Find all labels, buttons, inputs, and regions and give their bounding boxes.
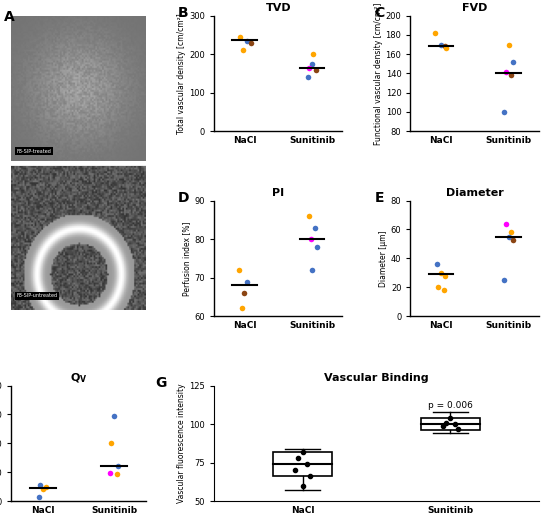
Point bbox=[239, 46, 248, 54]
Point bbox=[446, 414, 455, 422]
Point bbox=[305, 212, 314, 220]
Point bbox=[507, 71, 516, 79]
Point bbox=[36, 481, 45, 490]
Point bbox=[502, 67, 510, 76]
Point bbox=[453, 424, 462, 433]
Y-axis label: Diameter [μm]: Diameter [μm] bbox=[379, 230, 388, 287]
Point bbox=[439, 286, 448, 294]
Point bbox=[442, 44, 450, 53]
Point bbox=[310, 223, 319, 232]
Point bbox=[504, 232, 513, 241]
Point bbox=[504, 40, 513, 49]
Point bbox=[450, 420, 459, 428]
Text: p = 0.006: p = 0.006 bbox=[428, 401, 473, 410]
Point bbox=[500, 276, 509, 284]
Text: G: G bbox=[156, 376, 167, 390]
Point bbox=[508, 235, 517, 244]
Point bbox=[235, 33, 244, 41]
Point bbox=[432, 260, 441, 268]
Point bbox=[39, 484, 47, 493]
Point bbox=[243, 277, 251, 286]
Title: Vascular Binding: Vascular Binding bbox=[324, 373, 429, 383]
Point bbox=[114, 462, 123, 471]
Bar bbox=[421, 418, 480, 430]
Point bbox=[437, 269, 446, 277]
Text: F8-SIP-treated: F8-SIP-treated bbox=[16, 149, 51, 154]
Bar bbox=[273, 452, 332, 477]
Point bbox=[306, 235, 315, 243]
Point bbox=[442, 418, 450, 426]
Point bbox=[291, 466, 300, 474]
Y-axis label: Vascular fluorescence intensity: Vascular fluorescence intensity bbox=[178, 384, 186, 503]
Point bbox=[112, 470, 121, 479]
Title: Q$_\mathregular{V}$: Q$_\mathregular{V}$ bbox=[70, 372, 87, 385]
Point bbox=[302, 460, 311, 468]
Text: C: C bbox=[375, 6, 384, 20]
Point bbox=[298, 448, 307, 456]
Point bbox=[508, 58, 517, 66]
Point bbox=[502, 220, 510, 228]
Title: Diameter: Diameter bbox=[446, 188, 504, 198]
Point bbox=[307, 266, 316, 274]
Text: B: B bbox=[178, 6, 189, 20]
Point bbox=[237, 304, 246, 313]
Point bbox=[434, 283, 443, 291]
Point bbox=[309, 50, 318, 58]
Title: TVD: TVD bbox=[266, 4, 291, 14]
Point bbox=[431, 29, 440, 37]
Point bbox=[34, 493, 43, 501]
Point bbox=[109, 412, 118, 420]
Point bbox=[106, 469, 114, 477]
Point bbox=[438, 421, 447, 430]
Point bbox=[307, 60, 316, 68]
Title: PI: PI bbox=[272, 188, 284, 198]
Title: FVD: FVD bbox=[462, 4, 487, 14]
Point bbox=[294, 454, 302, 462]
Y-axis label: Total vascular density [cm/cm²]: Total vascular density [cm/cm²] bbox=[177, 13, 186, 134]
Point bbox=[313, 243, 322, 251]
Point bbox=[441, 271, 449, 280]
Point bbox=[500, 108, 509, 116]
Point bbox=[306, 472, 315, 481]
Text: D: D bbox=[178, 192, 189, 205]
Point bbox=[243, 37, 251, 45]
Point bbox=[304, 73, 312, 81]
Text: A: A bbox=[4, 9, 15, 23]
Point bbox=[507, 228, 516, 236]
Point bbox=[305, 64, 314, 73]
Point bbox=[234, 266, 243, 274]
Point bbox=[41, 483, 50, 492]
Point bbox=[240, 289, 249, 297]
Text: E: E bbox=[375, 192, 384, 205]
Y-axis label: Functional vascular density [cm/cm²]: Functional vascular density [cm/cm²] bbox=[374, 2, 383, 145]
Point bbox=[312, 66, 321, 75]
Point bbox=[107, 438, 116, 447]
Point bbox=[247, 39, 256, 47]
Point bbox=[441, 42, 449, 51]
Text: F8-SIP-untreated: F8-SIP-untreated bbox=[16, 293, 58, 298]
Point bbox=[437, 40, 446, 49]
Y-axis label: Perfusion index [%]: Perfusion index [%] bbox=[183, 221, 191, 295]
Point bbox=[298, 481, 307, 490]
